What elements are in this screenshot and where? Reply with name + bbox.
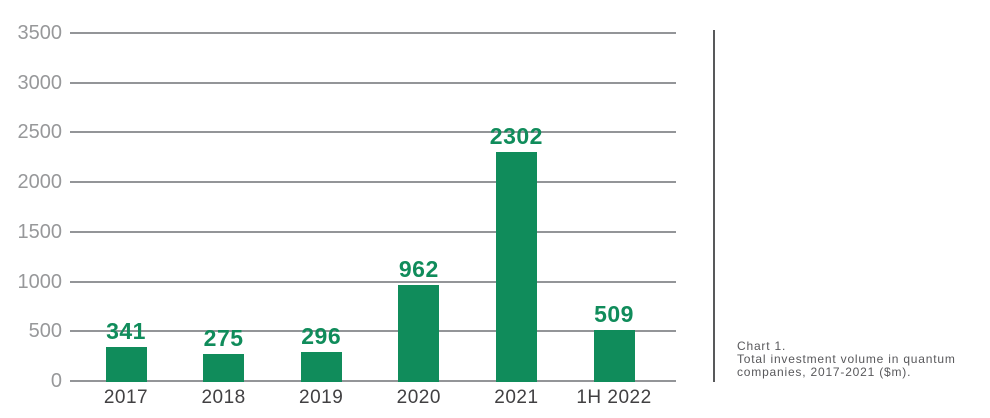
y-axis-tick-label-1500: 1500 bbox=[17, 220, 63, 243]
bar-value-label-2021: 2302 bbox=[489, 123, 543, 150]
vertical-divider-line bbox=[713, 30, 715, 382]
gridline-y3500 bbox=[70, 32, 676, 34]
chart-caption: Chart 1. Total investment volume in quan… bbox=[737, 340, 982, 379]
gridline-y500 bbox=[70, 330, 676, 333]
bar-2019 bbox=[300, 351, 342, 382]
x-axis-category-label-2017: 2017 bbox=[103, 387, 149, 408]
caption-line-2: Total investment volume in quantum bbox=[737, 352, 956, 366]
y-axis-tick-label-3000: 3000 bbox=[17, 71, 63, 94]
y-axis-tick-label-1000: 1000 bbox=[17, 270, 63, 293]
y-axis-tick-label-2500: 2500 bbox=[17, 121, 63, 144]
x-axis-category-label-2018: 2018 bbox=[201, 387, 246, 408]
y-axis-tick-label-500: 500 bbox=[28, 320, 62, 343]
bar-2017 bbox=[105, 347, 147, 382]
gridline-y2000 bbox=[70, 181, 676, 184]
bar-value-label-2018: 275 bbox=[203, 324, 244, 351]
caption-line-3: companies, 2017-2021 ($m). bbox=[737, 365, 912, 379]
gridline-y1000 bbox=[70, 280, 676, 283]
y-axis-tick-label-3500: 3500 bbox=[17, 22, 63, 44]
bar-value-label-2020: 962 bbox=[398, 256, 439, 283]
x-axis-category-label-2019: 2019 bbox=[299, 387, 344, 408]
bar-value-label-1h-2022: 509 bbox=[594, 301, 634, 328]
x-axis-category-label-2020: 2020 bbox=[396, 387, 441, 408]
y-axis-tick-label-0: 0 bbox=[50, 370, 62, 392]
x-axis-category-label-1h-2022: 1H 2022 bbox=[576, 387, 652, 408]
y-axis-tick-label-2000: 2000 bbox=[17, 171, 63, 194]
x-axis-category-label-2021: 2021 bbox=[494, 387, 539, 408]
gridline-y0 bbox=[70, 380, 676, 382]
gridline-y2500 bbox=[70, 131, 676, 134]
bar-2021 bbox=[495, 152, 537, 382]
bar-2018 bbox=[203, 353, 245, 382]
bar-2020 bbox=[398, 285, 440, 382]
gridline-y1500 bbox=[70, 230, 676, 233]
gridline-y3000 bbox=[70, 81, 676, 84]
bar-value-label-2017: 341 bbox=[106, 318, 146, 345]
bar-1h-2022 bbox=[593, 330, 635, 382]
bar-value-label-2019: 296 bbox=[301, 322, 342, 349]
caption-line-1: Chart 1. bbox=[737, 339, 787, 353]
